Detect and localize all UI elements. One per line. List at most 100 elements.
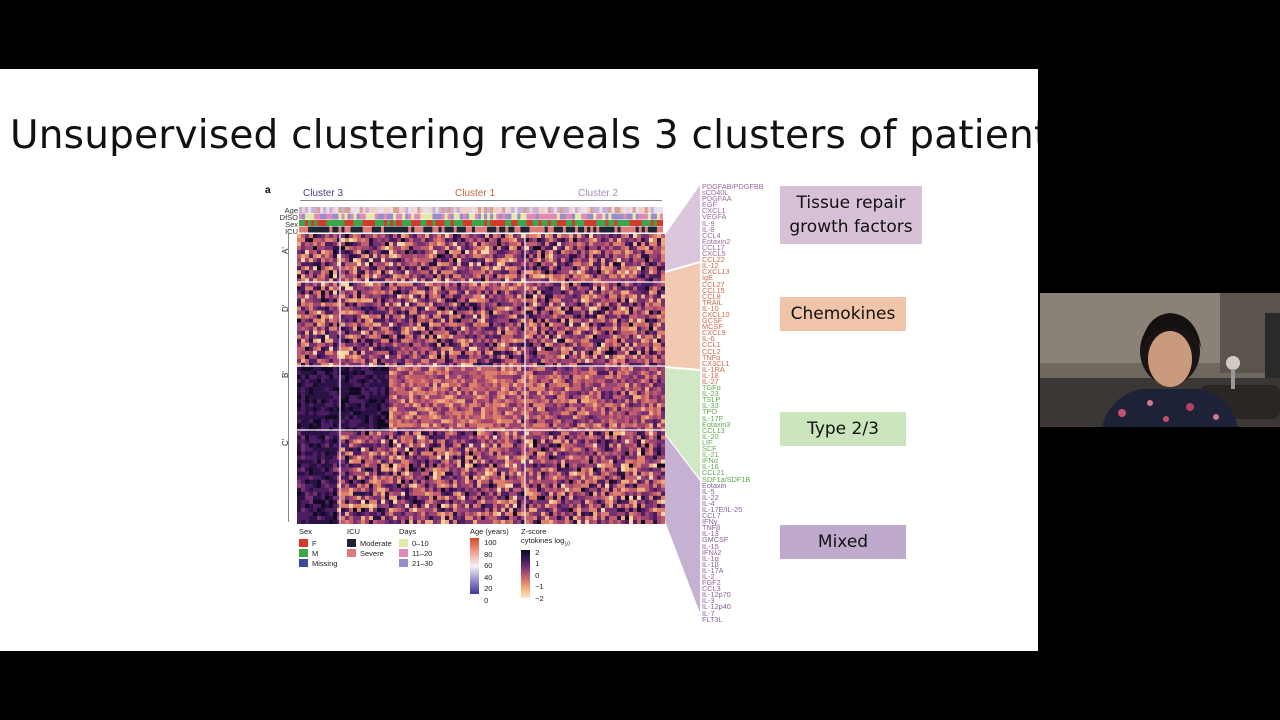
heatmap-cell xyxy=(621,322,626,327)
heatmap-cell xyxy=(353,282,358,287)
heatmap-cell xyxy=(421,286,426,291)
heatmap-cell xyxy=(389,294,394,299)
heatmap-cell xyxy=(637,310,642,315)
heatmap-cell xyxy=(405,238,410,243)
track-cell xyxy=(578,207,582,213)
heatmap-cell xyxy=(625,282,630,287)
heatmap-cell xyxy=(469,266,474,271)
heatmap-cell xyxy=(489,362,494,368)
heatmap-cell xyxy=(405,258,410,263)
heatmap-cell xyxy=(373,266,378,271)
heatmap-cell xyxy=(489,338,494,344)
heatmap-cell xyxy=(441,383,446,388)
heatmap-cell xyxy=(609,310,614,315)
heatmap-cell xyxy=(557,338,562,344)
heatmap-cell xyxy=(341,366,346,372)
heatmap-cell xyxy=(621,350,626,356)
heatmap-cell xyxy=(649,310,654,315)
heatmap-cell xyxy=(581,242,586,247)
track-cell xyxy=(311,213,315,220)
heatmap-cell xyxy=(381,318,386,323)
heatmap-cell xyxy=(341,330,346,335)
heatmap-cell xyxy=(477,246,482,251)
heatmap-cell xyxy=(429,419,434,424)
heatmap-cell xyxy=(661,366,665,372)
heatmap-cell xyxy=(585,306,590,311)
heatmap-cell xyxy=(485,314,490,319)
heatmap-cell xyxy=(349,310,354,315)
heatmap-cell xyxy=(465,423,470,428)
track-cell xyxy=(484,207,488,213)
heatmap-cell xyxy=(641,395,646,400)
heatmap-cell xyxy=(509,419,514,424)
heatmap-cell xyxy=(429,294,434,299)
heatmap-cell xyxy=(645,419,650,424)
heatmap-cell xyxy=(653,330,658,335)
heatmap-cell xyxy=(633,387,638,392)
heatmap-cell xyxy=(353,395,358,400)
heatmap-cell xyxy=(585,354,590,360)
heatmap-cell xyxy=(313,246,318,251)
heatmap-cell xyxy=(517,346,522,352)
heatmap-cell xyxy=(509,266,514,271)
heatmap-cell xyxy=(317,407,322,412)
heatmap-cell xyxy=(493,374,498,380)
track-cell xyxy=(341,220,345,226)
heatmap-cell xyxy=(381,306,386,311)
heatmap-cell xyxy=(429,290,434,295)
heatmap-cell xyxy=(601,286,606,291)
heatmap-cell xyxy=(581,310,586,315)
heatmap-cell xyxy=(485,366,490,372)
heatmap-cell xyxy=(329,334,334,340)
heatmap-cell xyxy=(357,286,362,291)
heatmap-cell xyxy=(605,383,610,388)
heatmap-cell xyxy=(613,330,618,335)
track-cell xyxy=(426,220,430,226)
heatmap-cell xyxy=(541,379,546,384)
heatmap-cell xyxy=(541,318,546,323)
heatmap-cell xyxy=(541,407,546,412)
heatmap-cell xyxy=(473,254,478,259)
heatmap-cell xyxy=(537,254,542,259)
heatmap-cell xyxy=(473,262,478,267)
heatmap-cell xyxy=(389,310,394,315)
heatmap-cell xyxy=(377,242,382,247)
heatmap-cell xyxy=(501,250,506,255)
track-cell xyxy=(578,226,582,233)
heatmap-cell xyxy=(549,330,554,335)
heatmap-cell xyxy=(625,415,630,420)
heatmap-cell xyxy=(397,246,402,251)
heatmap-cell xyxy=(349,294,354,299)
heatmap-cell xyxy=(437,290,442,295)
heatmap-cell xyxy=(381,310,386,315)
heatmap-cell xyxy=(325,270,330,275)
heatmap-cell xyxy=(337,322,342,327)
heatmap-cell xyxy=(657,326,662,331)
heatmap-cell xyxy=(649,254,654,259)
heatmap-cell xyxy=(481,322,486,327)
heatmap-cell xyxy=(653,350,658,356)
heatmap-cell xyxy=(625,342,630,348)
track-cell xyxy=(353,207,357,213)
heatmap-cell xyxy=(549,370,554,376)
heatmap-cell xyxy=(445,330,450,335)
heatmap-cell xyxy=(509,346,514,352)
heatmap-cell xyxy=(429,242,434,247)
track-cell xyxy=(605,207,609,213)
heatmap-cell xyxy=(537,266,542,271)
heatmap-cell xyxy=(553,290,558,295)
heatmap-cell xyxy=(629,302,634,307)
heatmap-cell xyxy=(509,310,514,315)
heatmap-cell xyxy=(477,318,482,323)
heatmap-cell xyxy=(449,338,454,344)
heatmap-cell xyxy=(637,374,642,380)
heatmap-cell xyxy=(557,411,562,416)
heatmap-cell xyxy=(361,254,366,259)
heatmap-cell xyxy=(337,266,342,271)
heatmap-cell xyxy=(649,286,654,291)
heatmap-cell xyxy=(433,258,438,263)
heatmap-cell xyxy=(457,358,462,364)
heatmap-cell xyxy=(641,387,646,392)
heatmap-cell xyxy=(325,346,330,352)
heatmap-cell xyxy=(545,298,550,303)
